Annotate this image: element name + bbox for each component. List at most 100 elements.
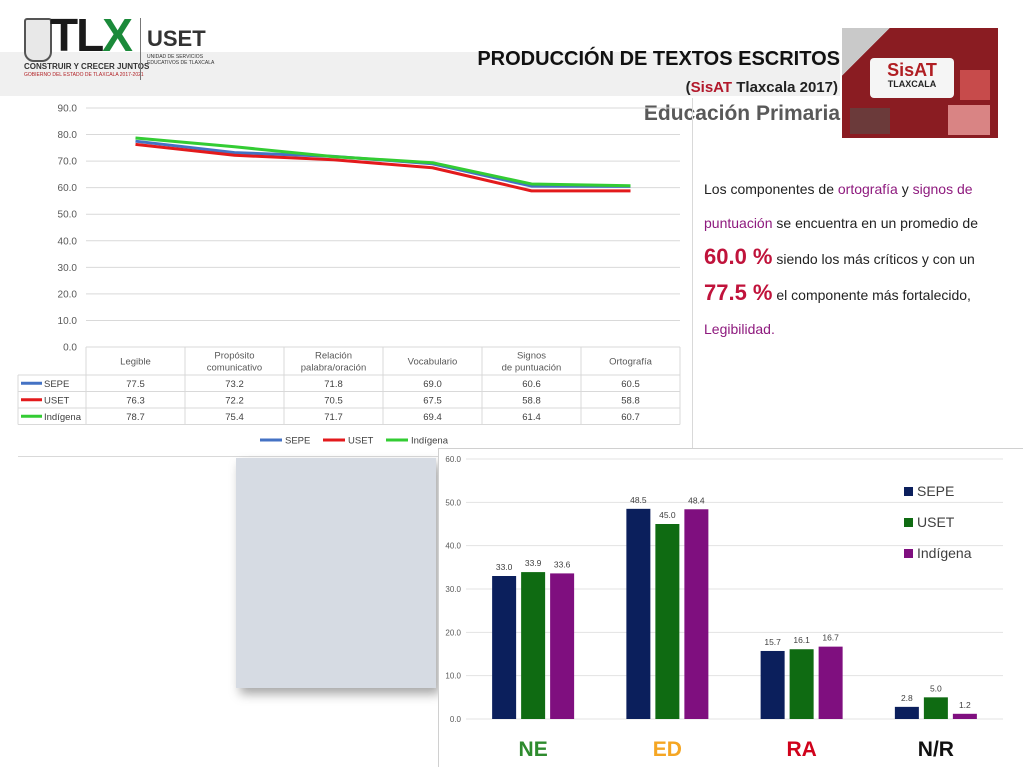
bar-uset	[655, 524, 680, 719]
critical-percent: 60.0 %	[704, 244, 773, 269]
legend-key	[904, 487, 913, 496]
x-category-label: RA	[786, 738, 816, 761]
bar-sepe	[626, 508, 651, 719]
x-category-label: comunicativo	[207, 363, 262, 374]
series-line-indígena	[135, 136, 631, 188]
y-tick-label: 60.0	[58, 183, 78, 194]
table-value: 69.0	[423, 379, 442, 390]
y-tick-label: 40.0	[445, 542, 461, 551]
table-value: 69.4	[423, 412, 442, 423]
bar-data-label: 2.8	[901, 693, 913, 703]
bar-indígena	[550, 573, 575, 719]
bar-sepe	[492, 576, 517, 719]
table-series-label: USET	[44, 395, 70, 406]
slide-shadow-block	[236, 458, 436, 688]
sisat-word: SisAT	[690, 79, 733, 96]
page-title: PRODUCCIÓN DE TEXTOS ESCRITOS	[477, 48, 840, 70]
x-category-label: Relación	[315, 351, 352, 362]
table-value: 60.7	[621, 412, 640, 423]
highlight-signos: signos de puntuación	[704, 181, 973, 231]
table-value: 72.2	[225, 395, 244, 406]
bar-sepe	[894, 706, 919, 719]
x-category-label: palabra/oración	[301, 363, 367, 374]
table-value: 60.5	[621, 379, 640, 390]
table-value: 67.5	[423, 395, 442, 406]
bar-chart: 0.0 10.0 20.0 30.0 40.0 50.0 60.0 33.0 33.9 33.6 N…	[445, 455, 1003, 761]
legend-key	[904, 549, 913, 558]
table-series-label: SEPE	[44, 379, 69, 390]
table-value: 71.8	[324, 379, 343, 390]
y-tick-label: 80.0	[58, 130, 78, 141]
slogan-sub: GOBIERNO DEL ESTADO DE TLAXCALA 2017-202…	[24, 72, 144, 78]
y-tick-label: 90.0	[58, 104, 78, 115]
table-value: 77.5	[126, 379, 145, 390]
line-chart: 0.0 10.0 20.0 30.0 40.0 50.0 60.0 70.0 80.0 90.0 L…	[17, 104, 681, 447]
bar-data-label: 15.7	[764, 637, 781, 647]
bar-data-label: 45.0	[659, 510, 676, 520]
y-tick-label: 0.0	[63, 343, 77, 354]
y-tick-label: 50.0	[58, 210, 78, 221]
bar-data-label: 33.9	[525, 558, 542, 568]
bar-data-label: 48.5	[630, 495, 647, 505]
x-category-label: Vocabulario	[408, 357, 458, 368]
series-line-uset	[135, 142, 631, 193]
bar-indígena	[952, 713, 977, 719]
y-tick-label: 50.0	[445, 498, 461, 507]
x-category-label: N/R	[918, 738, 954, 761]
sisat-logo: SisAT TLAXCALA	[870, 58, 954, 98]
logo-divider	[140, 18, 141, 80]
table-value: 60.6	[522, 379, 541, 390]
highlight-legibilidad: Legibilidad.	[704, 321, 775, 337]
bar-uset	[789, 649, 814, 719]
bar-data-label: 33.6	[554, 559, 571, 569]
bar-uset	[521, 572, 546, 719]
table-value: 58.8	[522, 395, 541, 406]
bar-data-label: 33.0	[496, 562, 513, 572]
legend-label: USET	[348, 436, 374, 447]
slogan: CONSTRUIR Y CRECER JUNTOS	[24, 62, 150, 71]
table-value: 76.3	[126, 395, 145, 406]
x-category-label: Legible	[120, 357, 151, 368]
x-category-label: de puntuación	[502, 363, 562, 374]
table-value: 71.7	[324, 412, 343, 423]
bar-data-label: 16.1	[793, 635, 810, 645]
summary-text: Los componentes de ortografía y signos d…	[704, 181, 978, 337]
x-category-label: ED	[653, 738, 682, 761]
y-tick-label: 40.0	[58, 236, 78, 247]
x-category-label: Signos	[517, 351, 546, 362]
y-tick-label: 70.0	[58, 157, 78, 168]
y-tick-label: 20.0	[58, 289, 78, 300]
table-value: 75.4	[225, 412, 244, 423]
strongest-percent: 77.5 %	[704, 280, 773, 305]
bar-data-label: 48.4	[688, 495, 705, 505]
sisat-logo-name: SisAT	[887, 60, 937, 80]
table-value: 78.7	[126, 412, 145, 423]
legend-label: USET	[917, 514, 955, 530]
sisat-photo-tile	[960, 70, 990, 100]
tlx-logo: TLX	[50, 9, 133, 61]
table-value: 73.2	[225, 379, 244, 390]
table-value: 58.8	[621, 395, 640, 406]
bar-uset	[923, 697, 948, 719]
x-category-label: Propósito	[214, 351, 254, 362]
bar-sepe	[760, 650, 785, 719]
highlight-ortografia: ortografía	[837, 181, 898, 197]
y-tick-label: 30.0	[445, 585, 461, 594]
table-value: 70.5	[324, 395, 343, 406]
y-tick-label: 0.0	[450, 715, 462, 724]
sisat-photo-tile	[948, 105, 990, 135]
bar-data-label: 16.7	[822, 633, 839, 643]
uset-logo: USET	[147, 26, 206, 51]
table-value: 61.4	[522, 412, 541, 423]
legend-key	[904, 518, 913, 527]
bar-data-label: 5.0	[930, 683, 942, 693]
y-tick-label: 10.0	[445, 672, 461, 681]
y-tick-label: 30.0	[58, 263, 78, 274]
sisat-photo-tile	[850, 108, 890, 134]
legend-label: SEPE	[917, 483, 954, 499]
bar-indígena	[684, 509, 709, 719]
y-tick-label: 10.0	[58, 316, 78, 327]
legend-label: SEPE	[285, 436, 310, 447]
line-chart-frame	[18, 98, 693, 457]
bar-data-label: 1.2	[959, 700, 971, 710]
